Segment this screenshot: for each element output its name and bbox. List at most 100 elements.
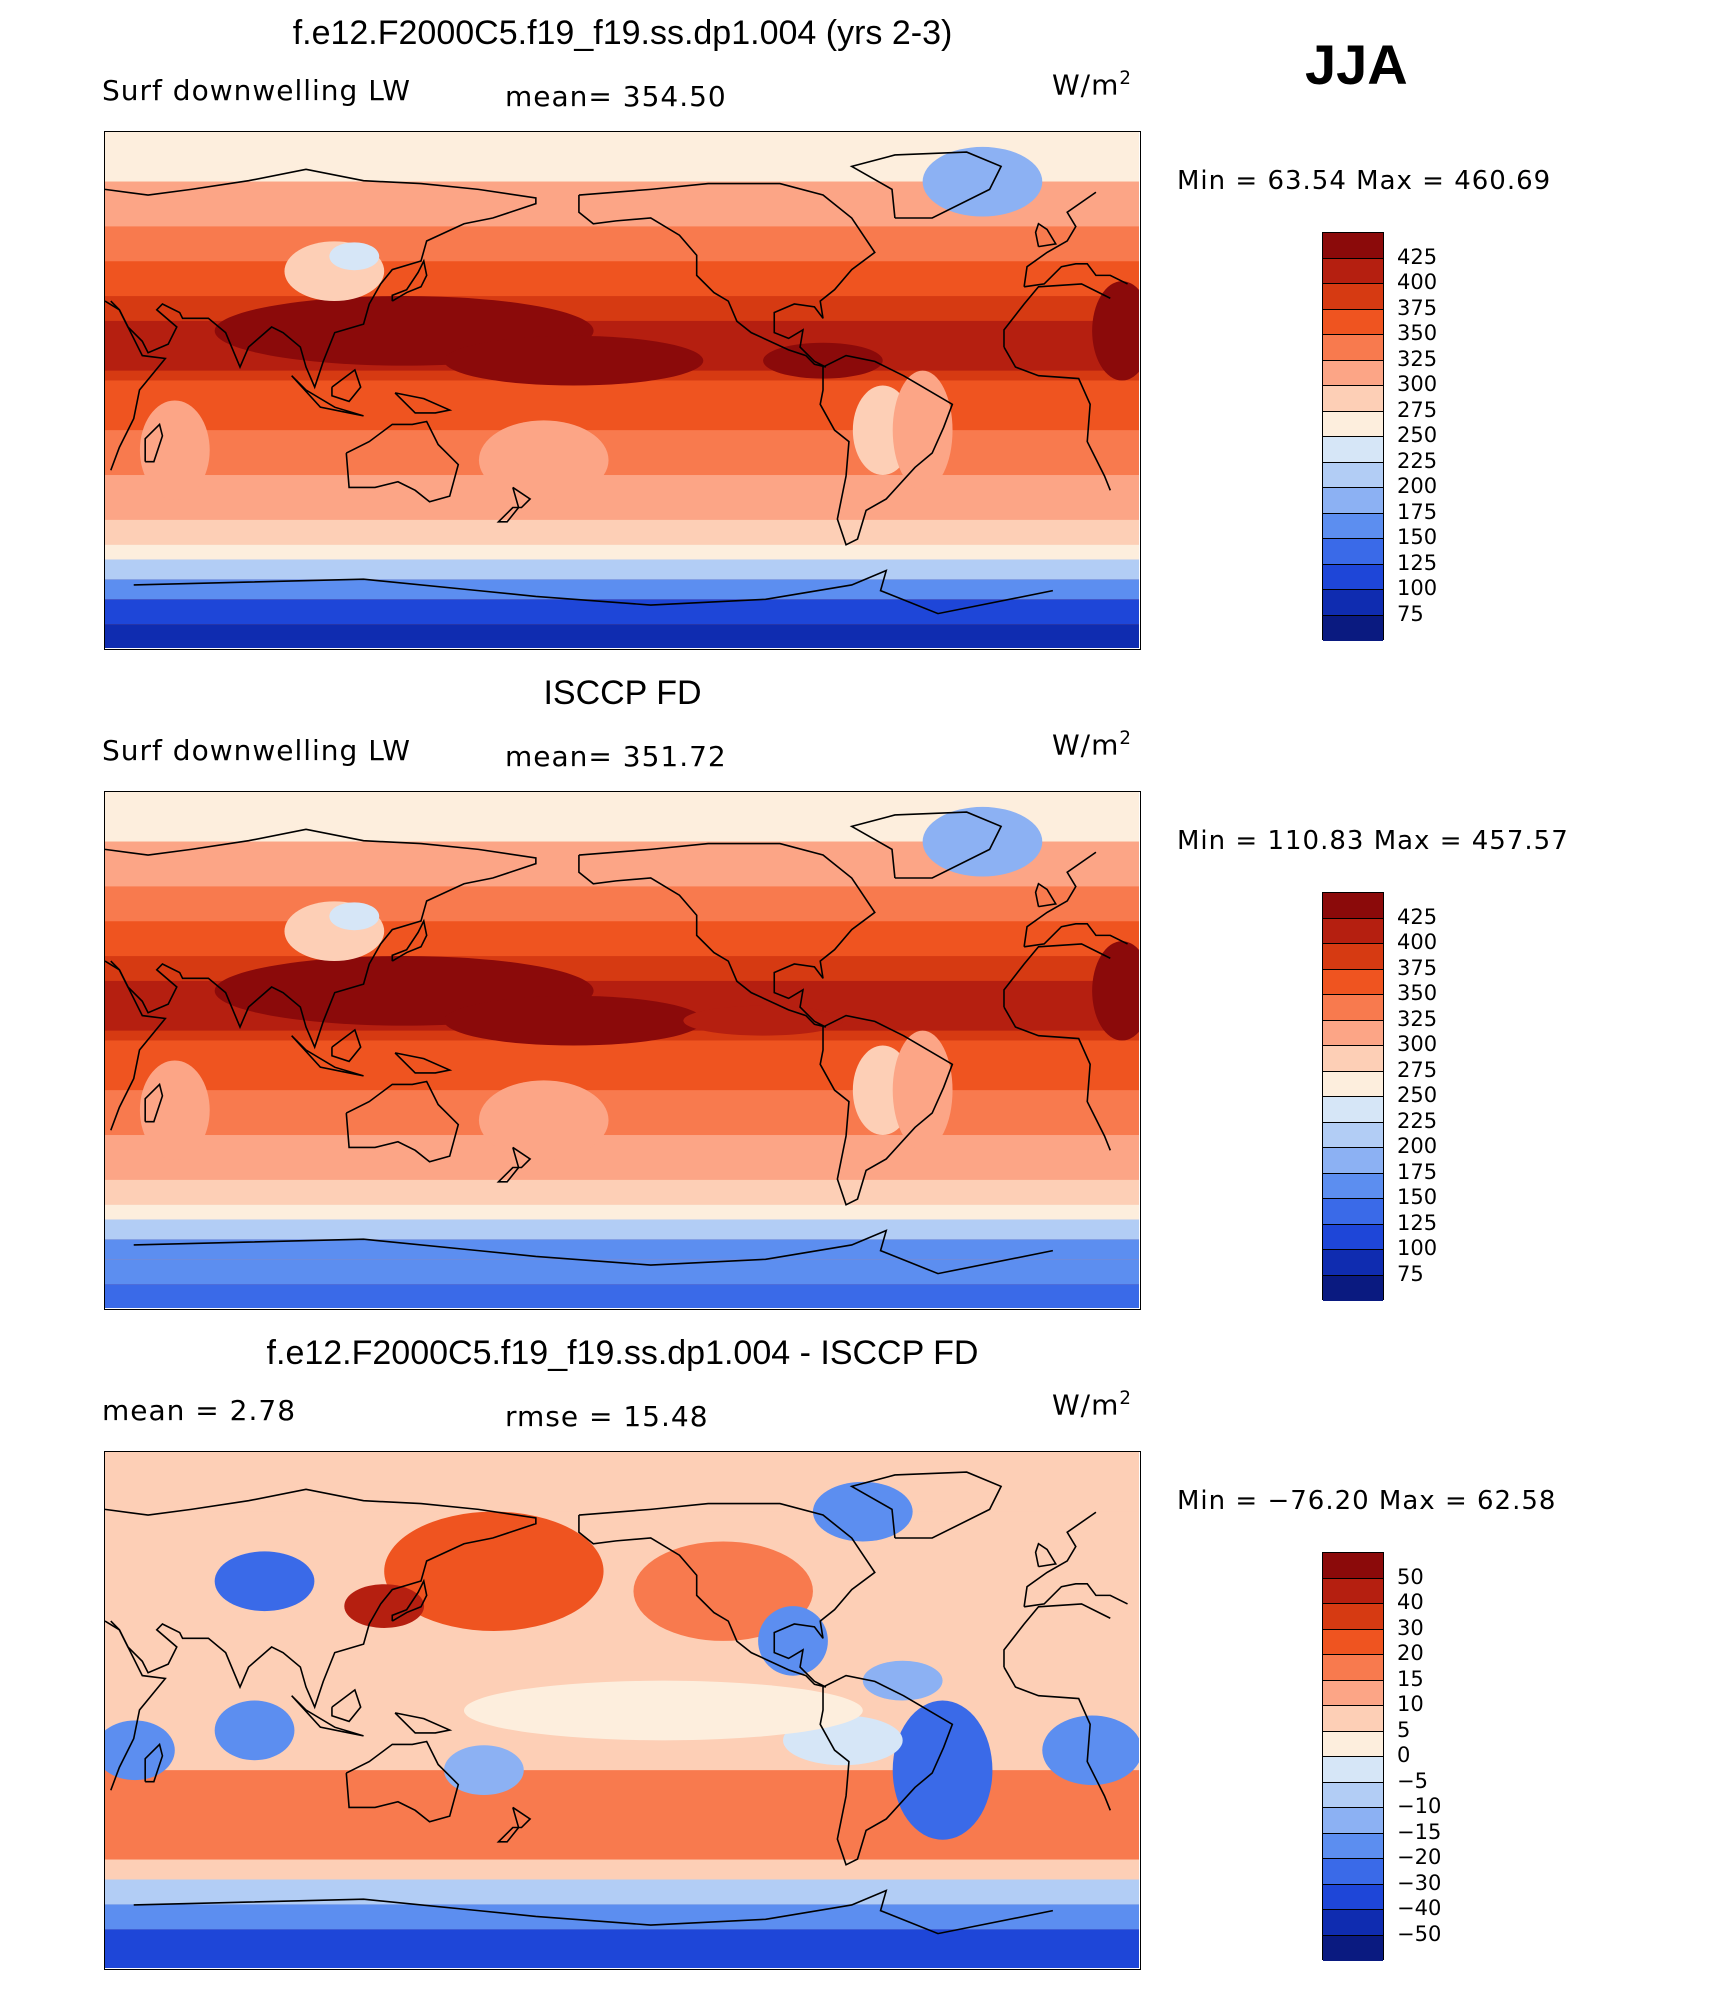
- colorbar-segment: [1323, 1629, 1383, 1655]
- colorbar-segment: [1323, 1122, 1383, 1148]
- coastline: [331, 368, 362, 403]
- coastline: [819, 1014, 954, 1206]
- colorbar-segment: [1323, 1148, 1383, 1174]
- colorbar-segment: [1323, 1224, 1383, 1250]
- colorbar-segment: [1323, 1553, 1383, 1579]
- units-superscript: 2: [1119, 68, 1132, 89]
- colorbar-tick-label: −40: [1397, 1896, 1442, 1920]
- colorbar-tick-label: 375: [1397, 295, 1438, 320]
- panel-title: ISCCP FD: [543, 674, 702, 712]
- colorbar-tick-label: 100: [1397, 1236, 1438, 1260]
- colorbar-segment: [1323, 1173, 1383, 1199]
- colorbar-tick-label: 150: [1397, 525, 1438, 549]
- colorbar-segment: [1323, 1020, 1383, 1046]
- coastline: [144, 1082, 164, 1123]
- colorbar-tick-label: 30: [1397, 1615, 1424, 1640]
- colorbar-segment: [1323, 1706, 1383, 1732]
- colorbar-segment: [1323, 590, 1383, 616]
- colorbar-tick-label: 0: [1397, 1743, 1411, 1767]
- colorbar-tick-label: 200: [1397, 474, 1438, 498]
- colorbar-segment: [1323, 1859, 1383, 1885]
- colorbar-segment: [1323, 386, 1383, 412]
- colorbar-segment: [1323, 1731, 1383, 1757]
- colorbar-tick-label: 15: [1397, 1666, 1424, 1691]
- map-panel-obs: [104, 791, 1141, 1310]
- coastline: [578, 842, 876, 1028]
- colorbar-segment: [1323, 1833, 1383, 1859]
- colorbar-tick-label: 175: [1397, 499, 1438, 524]
- colorbar-tick-label: 325: [1397, 1006, 1438, 1031]
- colorbar-segment: [1323, 918, 1383, 944]
- colorbar-segment: [1323, 258, 1383, 284]
- panel-mid-label: mean= 351.72: [505, 740, 727, 773]
- colorbar-segment: [1323, 360, 1383, 386]
- min-max-label: Min = 63.54 Max = 460.69: [1177, 166, 1552, 196]
- colorbar-tick-label: 5: [1397, 1717, 1411, 1742]
- colorbar: [1322, 892, 1384, 1301]
- colorbar-tick-label: 125: [1397, 550, 1438, 575]
- colorbar-segment: [1323, 1071, 1383, 1097]
- coastline: [391, 258, 428, 302]
- colorbar-tick-label: 300: [1397, 1032, 1438, 1056]
- coastline: [496, 1146, 532, 1183]
- colorbar: [1322, 1552, 1384, 1961]
- panel-left-label: Surf downwelling LW: [102, 734, 411, 767]
- colorbar-segment: [1323, 462, 1383, 488]
- colorbar-segment: [1323, 1604, 1383, 1630]
- colorbar: [1322, 232, 1384, 641]
- season-label: JJA: [1305, 33, 1408, 96]
- panel-left-label: mean = 2.78: [102, 1394, 297, 1427]
- colorbar-tick-label: 375: [1397, 955, 1438, 980]
- units-base: W/m: [1052, 728, 1120, 762]
- map-field: [105, 1452, 1139, 1968]
- colorbar-segment: [1323, 284, 1383, 310]
- colorbar-segment: [1323, 615, 1383, 641]
- coastline: [144, 1742, 164, 1783]
- panel-left-label: Surf downwelling LW: [102, 74, 411, 107]
- colorbar-tick-label: −50: [1397, 1921, 1442, 1946]
- coastline: [133, 1229, 1054, 1275]
- colorbar-segment: [1323, 1250, 1383, 1276]
- colorbar-segment: [1323, 411, 1383, 437]
- colorbar-tick-label: 275: [1397, 397, 1438, 422]
- coastline: [105, 168, 1128, 390]
- colorbar-segment: [1323, 513, 1383, 539]
- panel-title: f.e12.F2000C5.f19_f19.ss.dp1.004 - ISCCP…: [266, 1334, 979, 1372]
- colorbar-tick-label: 425: [1397, 244, 1438, 269]
- colorbar-tick-label: 400: [1397, 270, 1438, 294]
- colorbar-segment: [1323, 1910, 1383, 1936]
- colorbar-segment: [1323, 893, 1383, 919]
- colorbar-segment: [1323, 944, 1383, 970]
- coastline: [819, 1674, 954, 1866]
- coastline: [578, 182, 876, 368]
- colorbar-segment: [1323, 1578, 1383, 1604]
- coastline: [144, 422, 164, 463]
- coastline: [331, 1688, 362, 1723]
- colorbar-segment: [1323, 1275, 1383, 1301]
- colorbar-tick-label: −10: [1397, 1794, 1442, 1818]
- colorbar-tick-label: −20: [1397, 1845, 1442, 1869]
- colorbar-segment: [1323, 1680, 1383, 1706]
- colorbar-tick-label: 400: [1397, 930, 1438, 954]
- units-base: W/m: [1052, 1388, 1120, 1422]
- colorbar-tick-label: 100: [1397, 576, 1438, 600]
- colorbar-tick-label: 250: [1397, 1083, 1438, 1107]
- units-label: W/m2: [1052, 1388, 1132, 1421]
- panel-mid-label: rmse = 15.48: [505, 1400, 709, 1433]
- colorbar-segment: [1323, 564, 1383, 590]
- colorbar-tick-label: −5: [1397, 1768, 1428, 1793]
- coastline: [1034, 222, 1058, 248]
- coastline: [578, 1502, 876, 1688]
- coastline: [849, 1471, 1003, 1539]
- colorbar-segment: [1323, 335, 1383, 361]
- colorbar-segment: [1323, 1782, 1383, 1808]
- panel-title: f.e12.F2000C5.f19_f19.ss.dp1.004 (yrs 2-…: [292, 14, 953, 52]
- colorbar-tick-label: 200: [1397, 1134, 1438, 1158]
- units-superscript: 2: [1119, 1388, 1132, 1409]
- colorbar-tick-label: 250: [1397, 423, 1438, 447]
- units-label: W/m2: [1052, 68, 1132, 101]
- colorbar-tick-label: 10: [1397, 1692, 1424, 1716]
- colorbar-tick-label: 175: [1397, 1159, 1438, 1184]
- colorbar-segment: [1323, 233, 1383, 259]
- coastline: [394, 392, 453, 414]
